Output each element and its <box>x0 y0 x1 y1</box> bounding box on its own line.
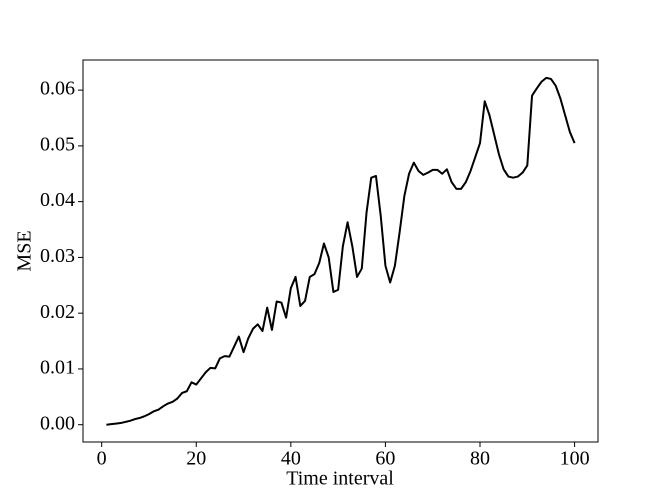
x-tick-label: 60 <box>375 448 395 470</box>
x-tick-label: 80 <box>470 448 490 470</box>
plot-frame <box>82 59 599 443</box>
y-axis-label: MSE <box>14 230 36 271</box>
y-tick-label: 0.06 <box>40 78 75 100</box>
y-tick-label: 0.03 <box>40 245 75 267</box>
y-tick-label: 0.02 <box>40 301 75 323</box>
x-tick-label: 0 <box>97 448 107 470</box>
y-tick-label: 0.01 <box>40 357 75 379</box>
x-tick-label: 20 <box>186 448 206 470</box>
x-tick-label: 40 <box>281 448 301 470</box>
y-tick-label: 0.04 <box>40 189 75 211</box>
y-tick-label: 0.00 <box>40 412 75 434</box>
x-tick-label: 100 <box>560 448 590 470</box>
line <box>106 76 576 426</box>
y-tick-label: 0.05 <box>40 133 75 155</box>
x-axis-label: Time interval <box>286 468 394 490</box>
